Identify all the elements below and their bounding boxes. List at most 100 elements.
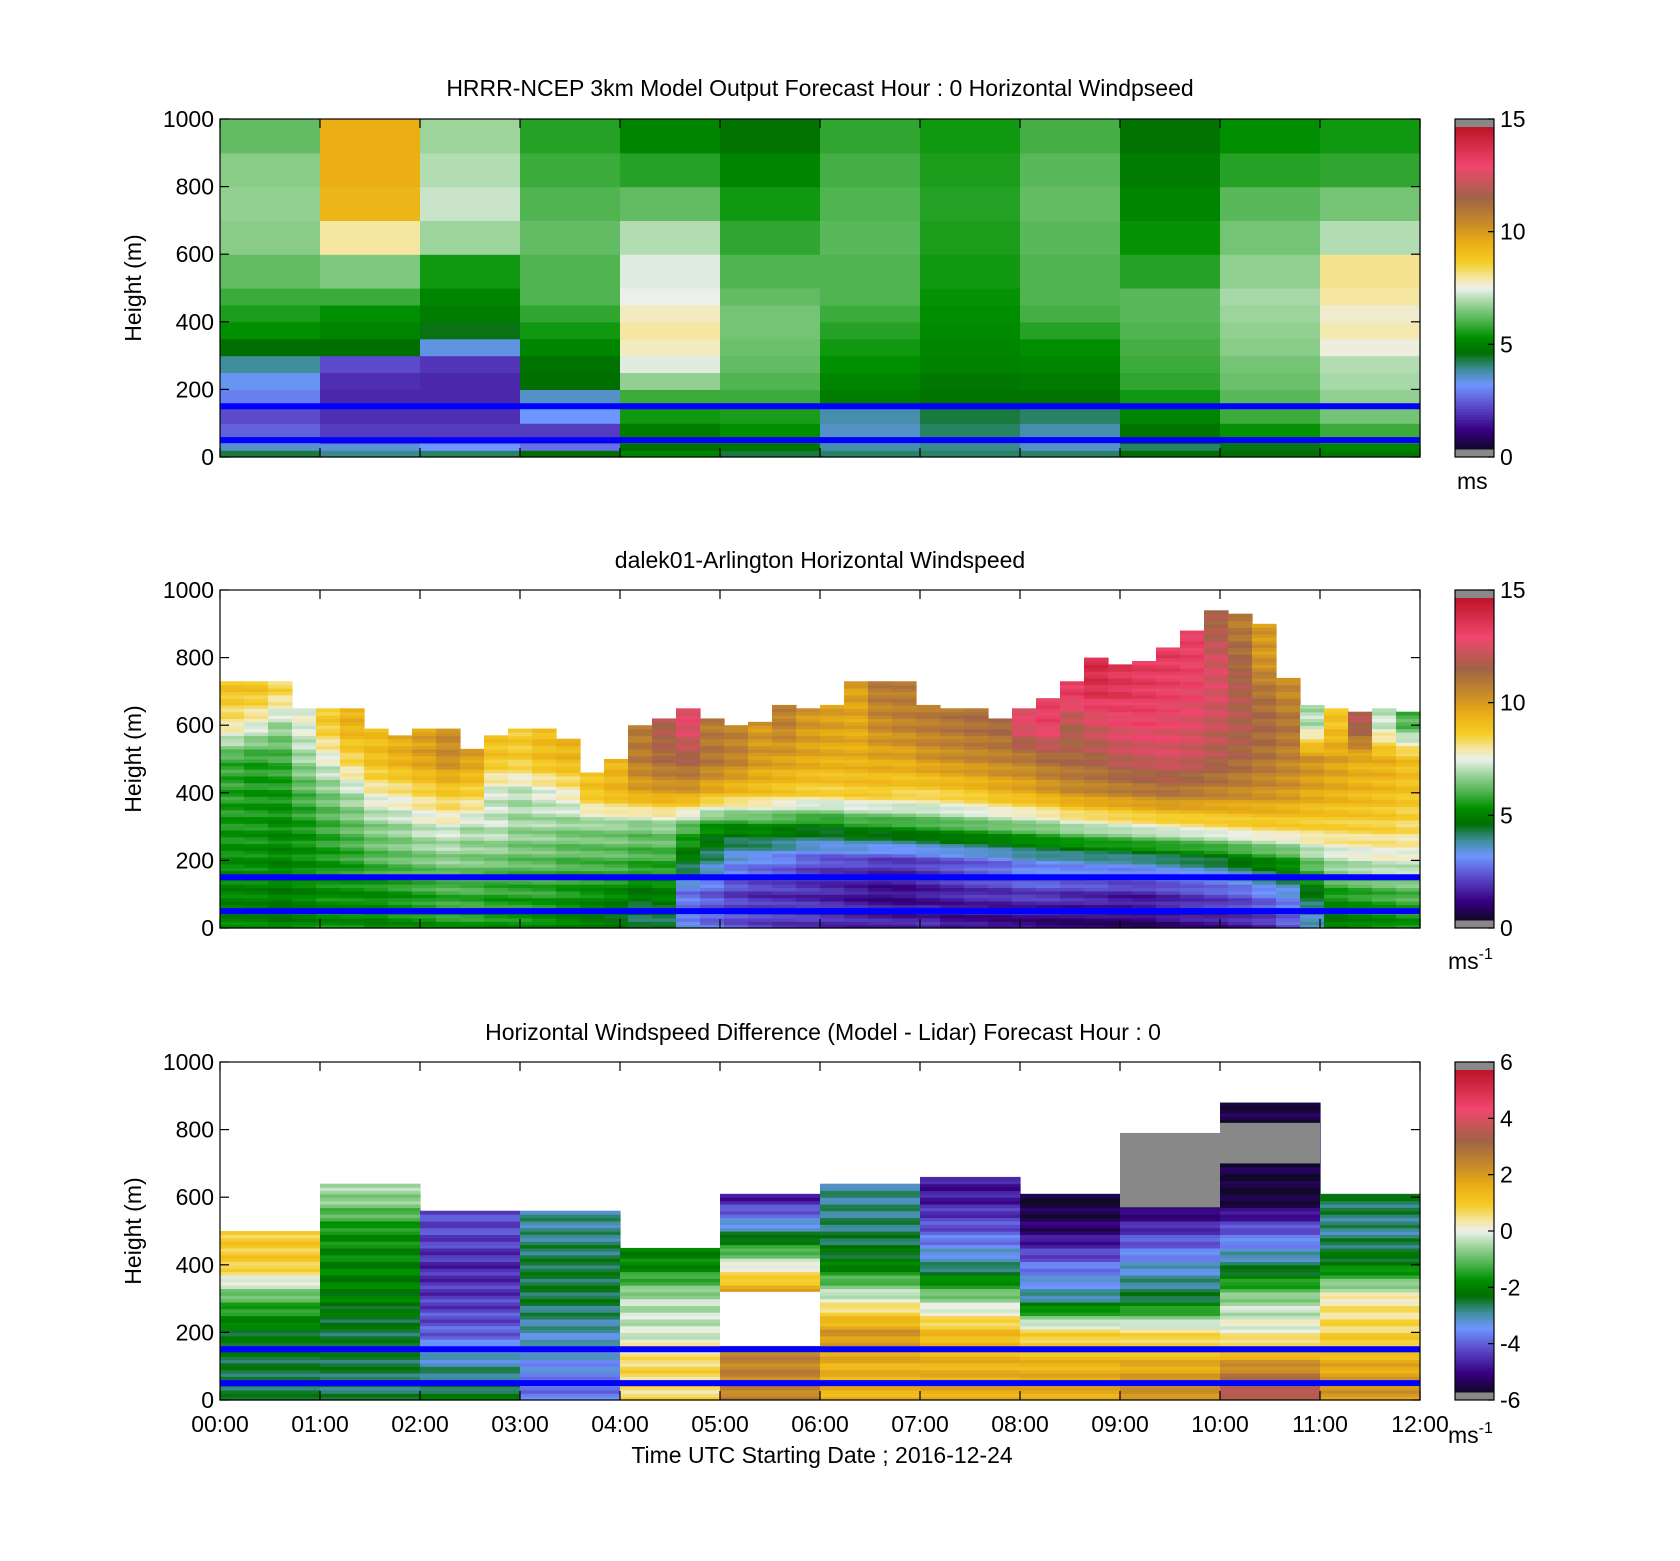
heatmap-cell [268, 884, 293, 889]
heatmap-cell [1180, 721, 1205, 726]
heatmap-cell [720, 1362, 821, 1367]
heatmap-cell [1204, 704, 1229, 709]
heatmap-cell [620, 1278, 721, 1283]
heatmap-cell [220, 694, 245, 699]
heatmap-cell [988, 863, 1013, 868]
heatmap-cell [520, 1362, 621, 1367]
heatmap-cell [1036, 813, 1061, 818]
heatmap-cell [844, 917, 869, 922]
heatmap-cell [508, 748, 533, 753]
heatmap-cell [420, 1220, 521, 1225]
heatmap-cell [1020, 1389, 1121, 1394]
heatmap-cell [700, 880, 725, 885]
heatmap-cell [604, 924, 629, 929]
heatmap-cell [320, 1315, 421, 1320]
heatmap-cell [1320, 443, 1421, 451]
heatmap-cell [508, 894, 533, 899]
heatmap-cell [820, 853, 845, 858]
heatmap-cell [772, 846, 797, 851]
heatmap-cell [676, 850, 701, 855]
heatmap-cell [1084, 809, 1109, 814]
heatmap-cell [1120, 1372, 1221, 1377]
heatmap-cell [724, 738, 749, 743]
heatmap-cell [520, 1281, 621, 1286]
heatmap-cell [748, 894, 773, 899]
colorbar-segment [1455, 1228, 1494, 1232]
colorbar-segment [1455, 780, 1494, 784]
heatmap-cell [1132, 721, 1157, 726]
heatmap-cell [724, 772, 749, 777]
heatmap-cell [628, 880, 653, 885]
heatmap-cell [1012, 769, 1037, 774]
heatmap-cell [868, 880, 893, 885]
heatmap-cell [844, 789, 869, 794]
heatmap-cell [316, 725, 341, 730]
heatmap-cell [820, 1234, 921, 1239]
heatmap-cell [868, 850, 893, 855]
heatmap-cell [1252, 721, 1277, 726]
heatmap-cell [1320, 1237, 1421, 1242]
heatmap-cell [820, 372, 921, 390]
heatmap-cell [532, 924, 557, 929]
heatmap-cell [700, 829, 725, 834]
heatmap-cell [1252, 850, 1277, 855]
heatmap-cell [1324, 775, 1349, 780]
heatmap-cell [820, 802, 845, 807]
heatmap-cell [820, 1335, 921, 1340]
heatmap-cell [1276, 857, 1301, 861]
heatmap-cell [628, 857, 653, 861]
colorbar-segment [1455, 1359, 1494, 1363]
heatmap-cell [940, 887, 965, 892]
heatmap-cell [916, 904, 941, 909]
heatmap-cell [1156, 819, 1181, 824]
heatmap-cell [868, 779, 893, 784]
heatmap-cell [556, 843, 581, 848]
heatmap-cell [820, 1214, 921, 1219]
heatmap-cell [1156, 884, 1181, 889]
colorbar-segment [1455, 438, 1494, 442]
heatmap-cell [1156, 735, 1181, 740]
heatmap-cell [1036, 779, 1061, 784]
heatmap-cell [1396, 769, 1421, 774]
heatmap-cell [988, 721, 1013, 726]
heatmap-cell [1228, 694, 1253, 699]
heatmap-cell [1276, 809, 1301, 814]
heatmap-cell [1320, 1200, 1421, 1205]
heatmap-cell [820, 731, 845, 736]
heatmap-cell [916, 704, 941, 709]
heatmap-cell [580, 917, 605, 922]
heatmap-cell [628, 853, 653, 858]
heatmap-cell [1020, 1332, 1121, 1337]
heatmap-cell [1276, 846, 1301, 851]
heatmap-cell [1300, 738, 1325, 743]
heatmap-cell [364, 921, 389, 926]
colorbar-segment [1455, 860, 1494, 865]
heatmap-cell [1396, 833, 1421, 838]
heatmap-cell [772, 884, 797, 889]
heatmap-cell [676, 900, 701, 905]
heatmap-cell [1180, 867, 1205, 872]
colorbar-segment [1455, 210, 1494, 214]
heatmap-cell [520, 1244, 621, 1249]
heatmap-cell [220, 1305, 321, 1310]
heatmap-cell [1108, 819, 1133, 824]
heatmap-cell [340, 900, 365, 905]
colorbar-segment [1455, 298, 1494, 302]
heatmap-cell [520, 1261, 621, 1266]
x-tick-label: 00:00 [191, 1411, 249, 1437]
heatmap-cell [1036, 894, 1061, 899]
heatmap-cell [1228, 708, 1253, 713]
heatmap-cell [1108, 826, 1133, 831]
colorbar-segment [1455, 1120, 1494, 1125]
heatmap-cell [1012, 829, 1037, 834]
heatmap-cell [988, 823, 1013, 828]
heatmap-cell [820, 870, 845, 875]
colorbar-segment [1455, 1303, 1494, 1307]
heatmap-cell [436, 887, 461, 892]
heatmap-cell [1204, 857, 1229, 861]
heatmap-cell [1228, 755, 1253, 760]
heatmap-cell [676, 914, 701, 919]
heatmap-cell [220, 1285, 321, 1290]
heatmap-cell [652, 843, 677, 848]
heatmap-cell [1012, 735, 1037, 740]
